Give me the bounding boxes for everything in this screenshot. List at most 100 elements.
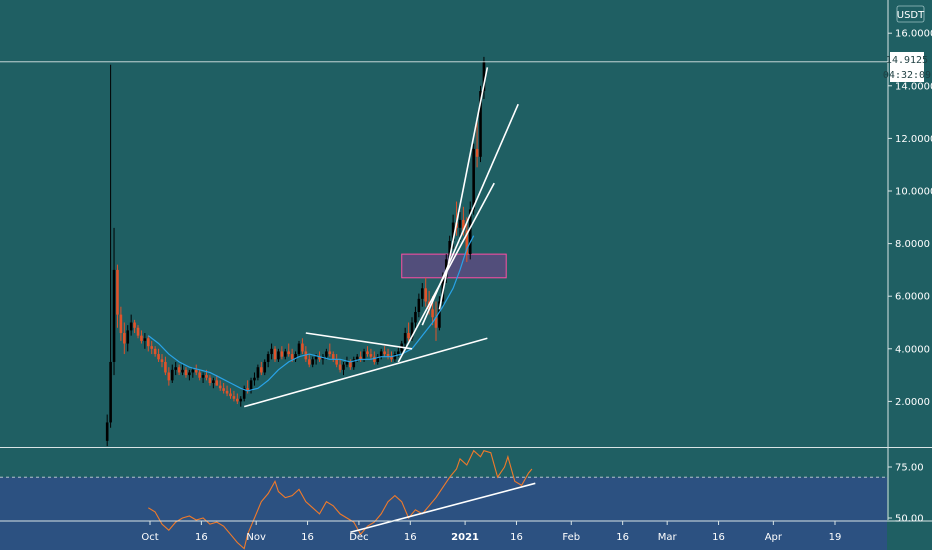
candle[interactable] <box>338 359 342 373</box>
candle[interactable] <box>287 343 291 357</box>
candle[interactable] <box>116 264 119 328</box>
candle[interactable] <box>170 364 174 383</box>
candle[interactable] <box>256 364 260 381</box>
candle[interactable] <box>201 372 205 383</box>
trendline-1[interactable] <box>243 337 488 408</box>
candle[interactable] <box>260 361 263 376</box>
trendline-4[interactable] <box>421 103 519 326</box>
candle[interactable] <box>174 361 177 376</box>
candle[interactable] <box>181 364 184 376</box>
candle[interactable] <box>472 143 475 215</box>
candle[interactable] <box>325 348 328 360</box>
candle[interactable] <box>417 293 421 318</box>
candle[interactable] <box>140 330 143 344</box>
candle[interactable] <box>424 277 428 307</box>
candle-body <box>325 351 328 357</box>
candle[interactable] <box>420 283 424 307</box>
candle[interactable] <box>253 372 256 386</box>
candle[interactable] <box>146 335 150 352</box>
candle[interactable] <box>458 212 462 241</box>
trendline-layer[interactable] <box>243 67 519 408</box>
candle[interactable] <box>414 306 417 328</box>
candle[interactable] <box>263 359 267 376</box>
candle[interactable] <box>294 351 297 362</box>
candle[interactable] <box>352 356 356 370</box>
candle[interactable] <box>407 322 410 341</box>
candle[interactable] <box>153 346 157 357</box>
candle[interactable] <box>277 348 280 362</box>
candle[interactable] <box>119 306 123 341</box>
candle[interactable] <box>198 369 201 381</box>
candle[interactable] <box>123 322 126 355</box>
candle[interactable] <box>164 356 167 376</box>
candle[interactable] <box>369 348 373 360</box>
candle[interactable] <box>376 354 380 365</box>
candle[interactable] <box>208 375 212 386</box>
candle[interactable] <box>236 393 239 405</box>
candle[interactable] <box>270 343 273 360</box>
candle[interactable] <box>239 396 243 407</box>
candle[interactable] <box>249 377 253 394</box>
candle[interactable] <box>150 340 154 355</box>
trendline-2[interactable] <box>305 332 413 350</box>
candle[interactable] <box>215 375 219 386</box>
candle[interactable] <box>342 361 345 376</box>
candle[interactable] <box>188 369 191 381</box>
candle[interactable] <box>266 351 270 368</box>
candle[interactable] <box>112 227 116 376</box>
candle[interactable] <box>157 348 160 362</box>
candle[interactable] <box>218 380 222 391</box>
candle[interactable] <box>307 354 311 368</box>
candle[interactable] <box>311 356 314 368</box>
candle[interactable] <box>359 351 362 362</box>
candle[interactable] <box>222 382 225 394</box>
candle[interactable] <box>331 351 335 362</box>
candle[interactable] <box>335 354 338 368</box>
candle[interactable] <box>403 327 407 349</box>
candle[interactable] <box>126 325 130 352</box>
rsi-trendline[interactable] <box>350 482 536 534</box>
candle[interactable] <box>465 217 469 263</box>
candle[interactable] <box>133 319 136 334</box>
candle[interactable] <box>242 385 246 402</box>
candle[interactable] <box>393 351 397 362</box>
candle[interactable] <box>482 56 486 99</box>
candle[interactable] <box>438 296 441 331</box>
candle[interactable] <box>297 340 301 357</box>
candle[interactable] <box>212 377 215 389</box>
candle[interactable] <box>379 348 383 360</box>
price-tick-label: 10.0000 <box>895 187 932 198</box>
candle[interactable] <box>129 314 133 336</box>
candle[interactable] <box>328 343 332 357</box>
candle[interactable] <box>136 325 140 339</box>
candle[interactable] <box>366 346 369 357</box>
candle[interactable] <box>167 367 171 386</box>
candle-body <box>434 317 438 328</box>
candle[interactable] <box>468 201 472 260</box>
candle[interactable] <box>225 385 229 397</box>
candle[interactable] <box>345 356 349 368</box>
candle[interactable] <box>475 117 479 168</box>
candle[interactable] <box>109 64 112 428</box>
candle[interactable] <box>191 367 195 378</box>
candle[interactable] <box>273 346 277 362</box>
candle[interactable] <box>177 364 181 376</box>
candle[interactable] <box>105 414 109 447</box>
candle[interactable] <box>184 367 188 378</box>
candle[interactable] <box>229 388 232 399</box>
candle[interactable] <box>143 333 147 349</box>
candle[interactable] <box>383 346 386 357</box>
candle[interactable] <box>232 390 236 402</box>
candle[interactable] <box>283 348 287 360</box>
candle[interactable] <box>434 301 438 341</box>
candle[interactable] <box>349 359 352 370</box>
trendline-5[interactable] <box>438 67 489 310</box>
candle[interactable] <box>280 346 284 360</box>
candle[interactable] <box>386 348 390 360</box>
candle[interactable] <box>194 364 198 376</box>
candle[interactable] <box>301 338 304 355</box>
time-tick-label: 2021 <box>451 532 479 543</box>
candle[interactable] <box>160 354 164 368</box>
